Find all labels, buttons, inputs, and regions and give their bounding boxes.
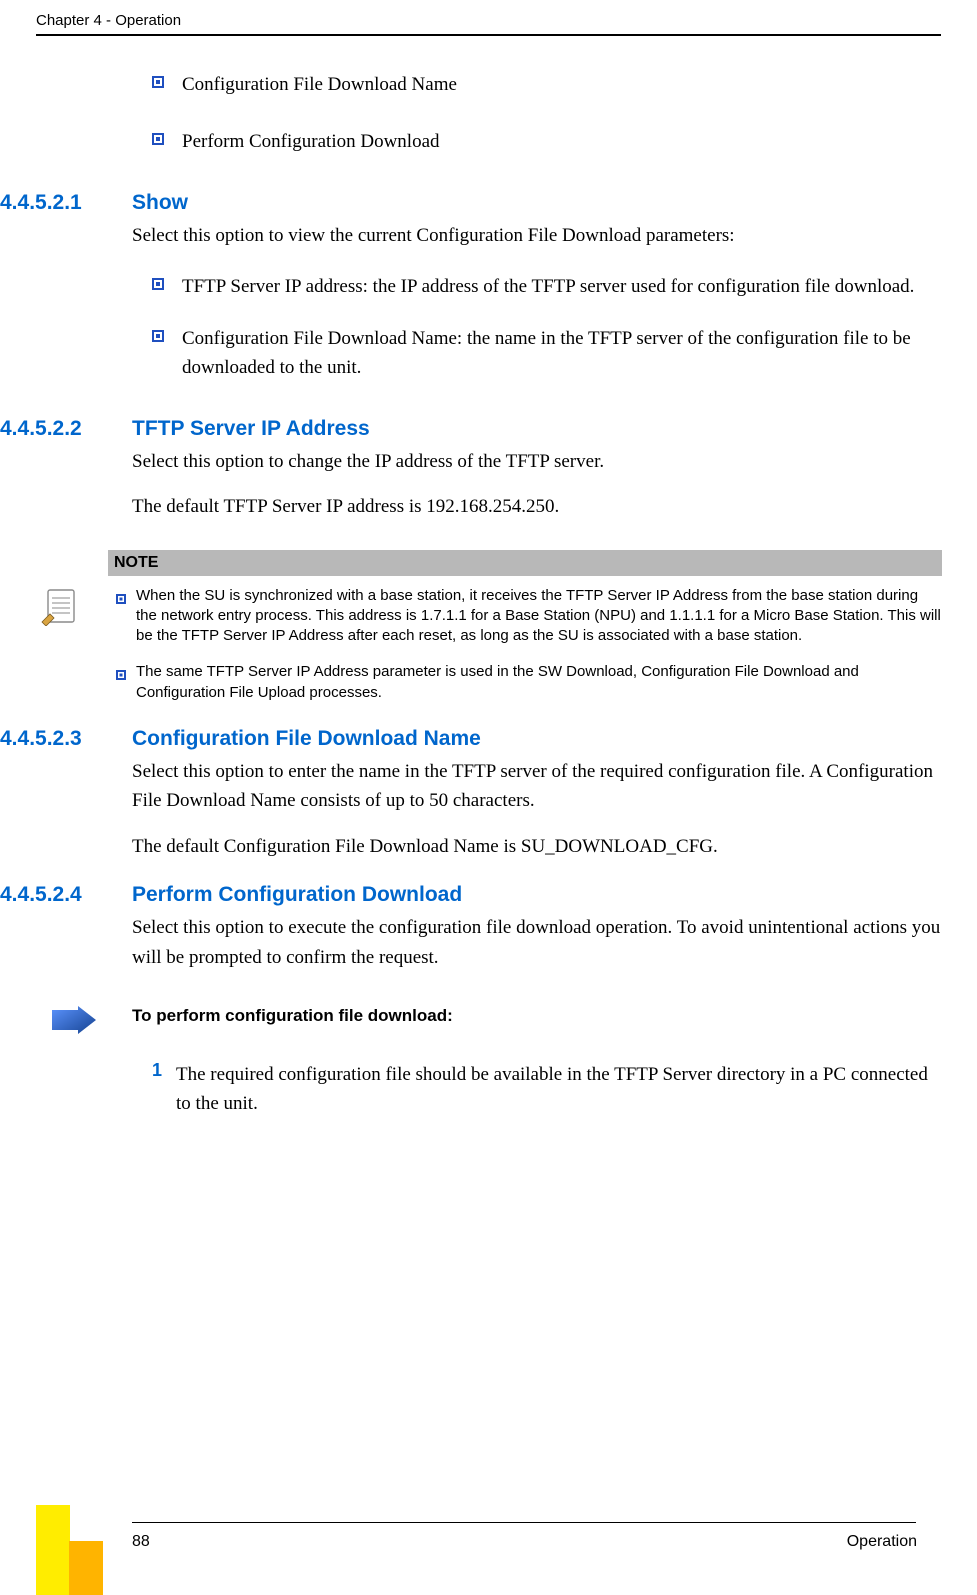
paragraph: The default TFTP Server IP address is 19…	[132, 492, 942, 521]
list-item: Perform Configuration Download	[152, 127, 942, 156]
paragraph: Select this option to enter the name in …	[132, 757, 942, 816]
note-block: NOTE When the SU is synchronized with a …	[132, 550, 942, 703]
square-bullet-icon	[152, 278, 164, 290]
page-tab-orange	[69, 1541, 103, 1595]
note-item: When the SU is synchronized with a base …	[116, 586, 942, 647]
section-number: 4.4.5.2.3	[0, 727, 132, 751]
section-title: TFTP Server IP Address	[132, 417, 370, 441]
section-heading: 4.4.5.2.2 TFTP Server IP Address	[132, 417, 942, 441]
note-label: NOTE	[108, 550, 942, 576]
section-heading: 4.4.5.2.4 Perform Configuration Download	[132, 883, 942, 907]
note-item: The same TFTP Server IP Address paramete…	[116, 662, 942, 703]
square-bullet-icon	[152, 133, 164, 145]
content-area: Configuration File Download Name Perform…	[132, 60, 942, 1119]
note-text: The same TFTP Server IP Address paramete…	[136, 662, 942, 703]
step-text: The required configuration file should b…	[176, 1060, 942, 1119]
page-tab-yellow	[36, 1505, 70, 1595]
arrow-icon	[50, 1006, 98, 1034]
section-number: 4.4.5.2.1	[0, 191, 132, 215]
section-heading: 4.4.5.2.1 Show	[132, 191, 942, 215]
list-item: TFTP Server IP address: the IP address o…	[152, 272, 942, 301]
running-header: Chapter 4 - Operation	[36, 12, 181, 29]
section-title: Configuration File Download Name	[132, 727, 481, 751]
bullet-text: Perform Configuration Download	[182, 127, 440, 156]
section-heading: 4.4.5.2.3 Configuration File Download Na…	[132, 727, 942, 751]
footer-rule	[132, 1522, 916, 1523]
step-number: 1	[152, 1060, 162, 1081]
square-bullet-icon	[152, 330, 164, 342]
section-title: Perform Configuration Download	[132, 883, 462, 907]
list-item: Configuration File Download Name	[152, 70, 942, 99]
section-number: 4.4.5.2.2	[0, 417, 132, 441]
section-number: 4.4.5.2.4	[0, 883, 132, 907]
list-item: Configuration File Download Name: the na…	[152, 324, 942, 383]
note-text: When the SU is synchronized with a base …	[136, 586, 942, 647]
square-bullet-icon	[116, 591, 126, 601]
footer-section: Operation	[847, 1533, 917, 1551]
paragraph: The default Configuration File Download …	[132, 832, 942, 861]
paragraph: Select this option to view the current C…	[132, 221, 942, 250]
bullet-text: Configuration File Download Name	[182, 70, 457, 99]
bullet-text: Configuration File Download Name: the na…	[182, 324, 942, 383]
procedure-step: 1 The required configuration file should…	[152, 1060, 942, 1119]
procedure-block: To perform configuration file download:	[132, 1006, 942, 1026]
section-title: Show	[132, 191, 188, 215]
header-rule	[36, 34, 941, 36]
procedure-heading: To perform configuration file download:	[132, 1006, 942, 1026]
paragraph: Select this option to execute the config…	[132, 913, 942, 972]
page-number: 88	[132, 1533, 150, 1551]
bullet-text: TFTP Server IP address: the IP address o…	[182, 272, 914, 301]
paragraph: Select this option to change the IP addr…	[132, 447, 942, 476]
square-bullet-icon	[116, 667, 126, 677]
square-bullet-icon	[152, 76, 164, 88]
note-icon	[40, 586, 80, 626]
document-page: Chapter 4 - Operation Configuration File…	[0, 0, 977, 1595]
